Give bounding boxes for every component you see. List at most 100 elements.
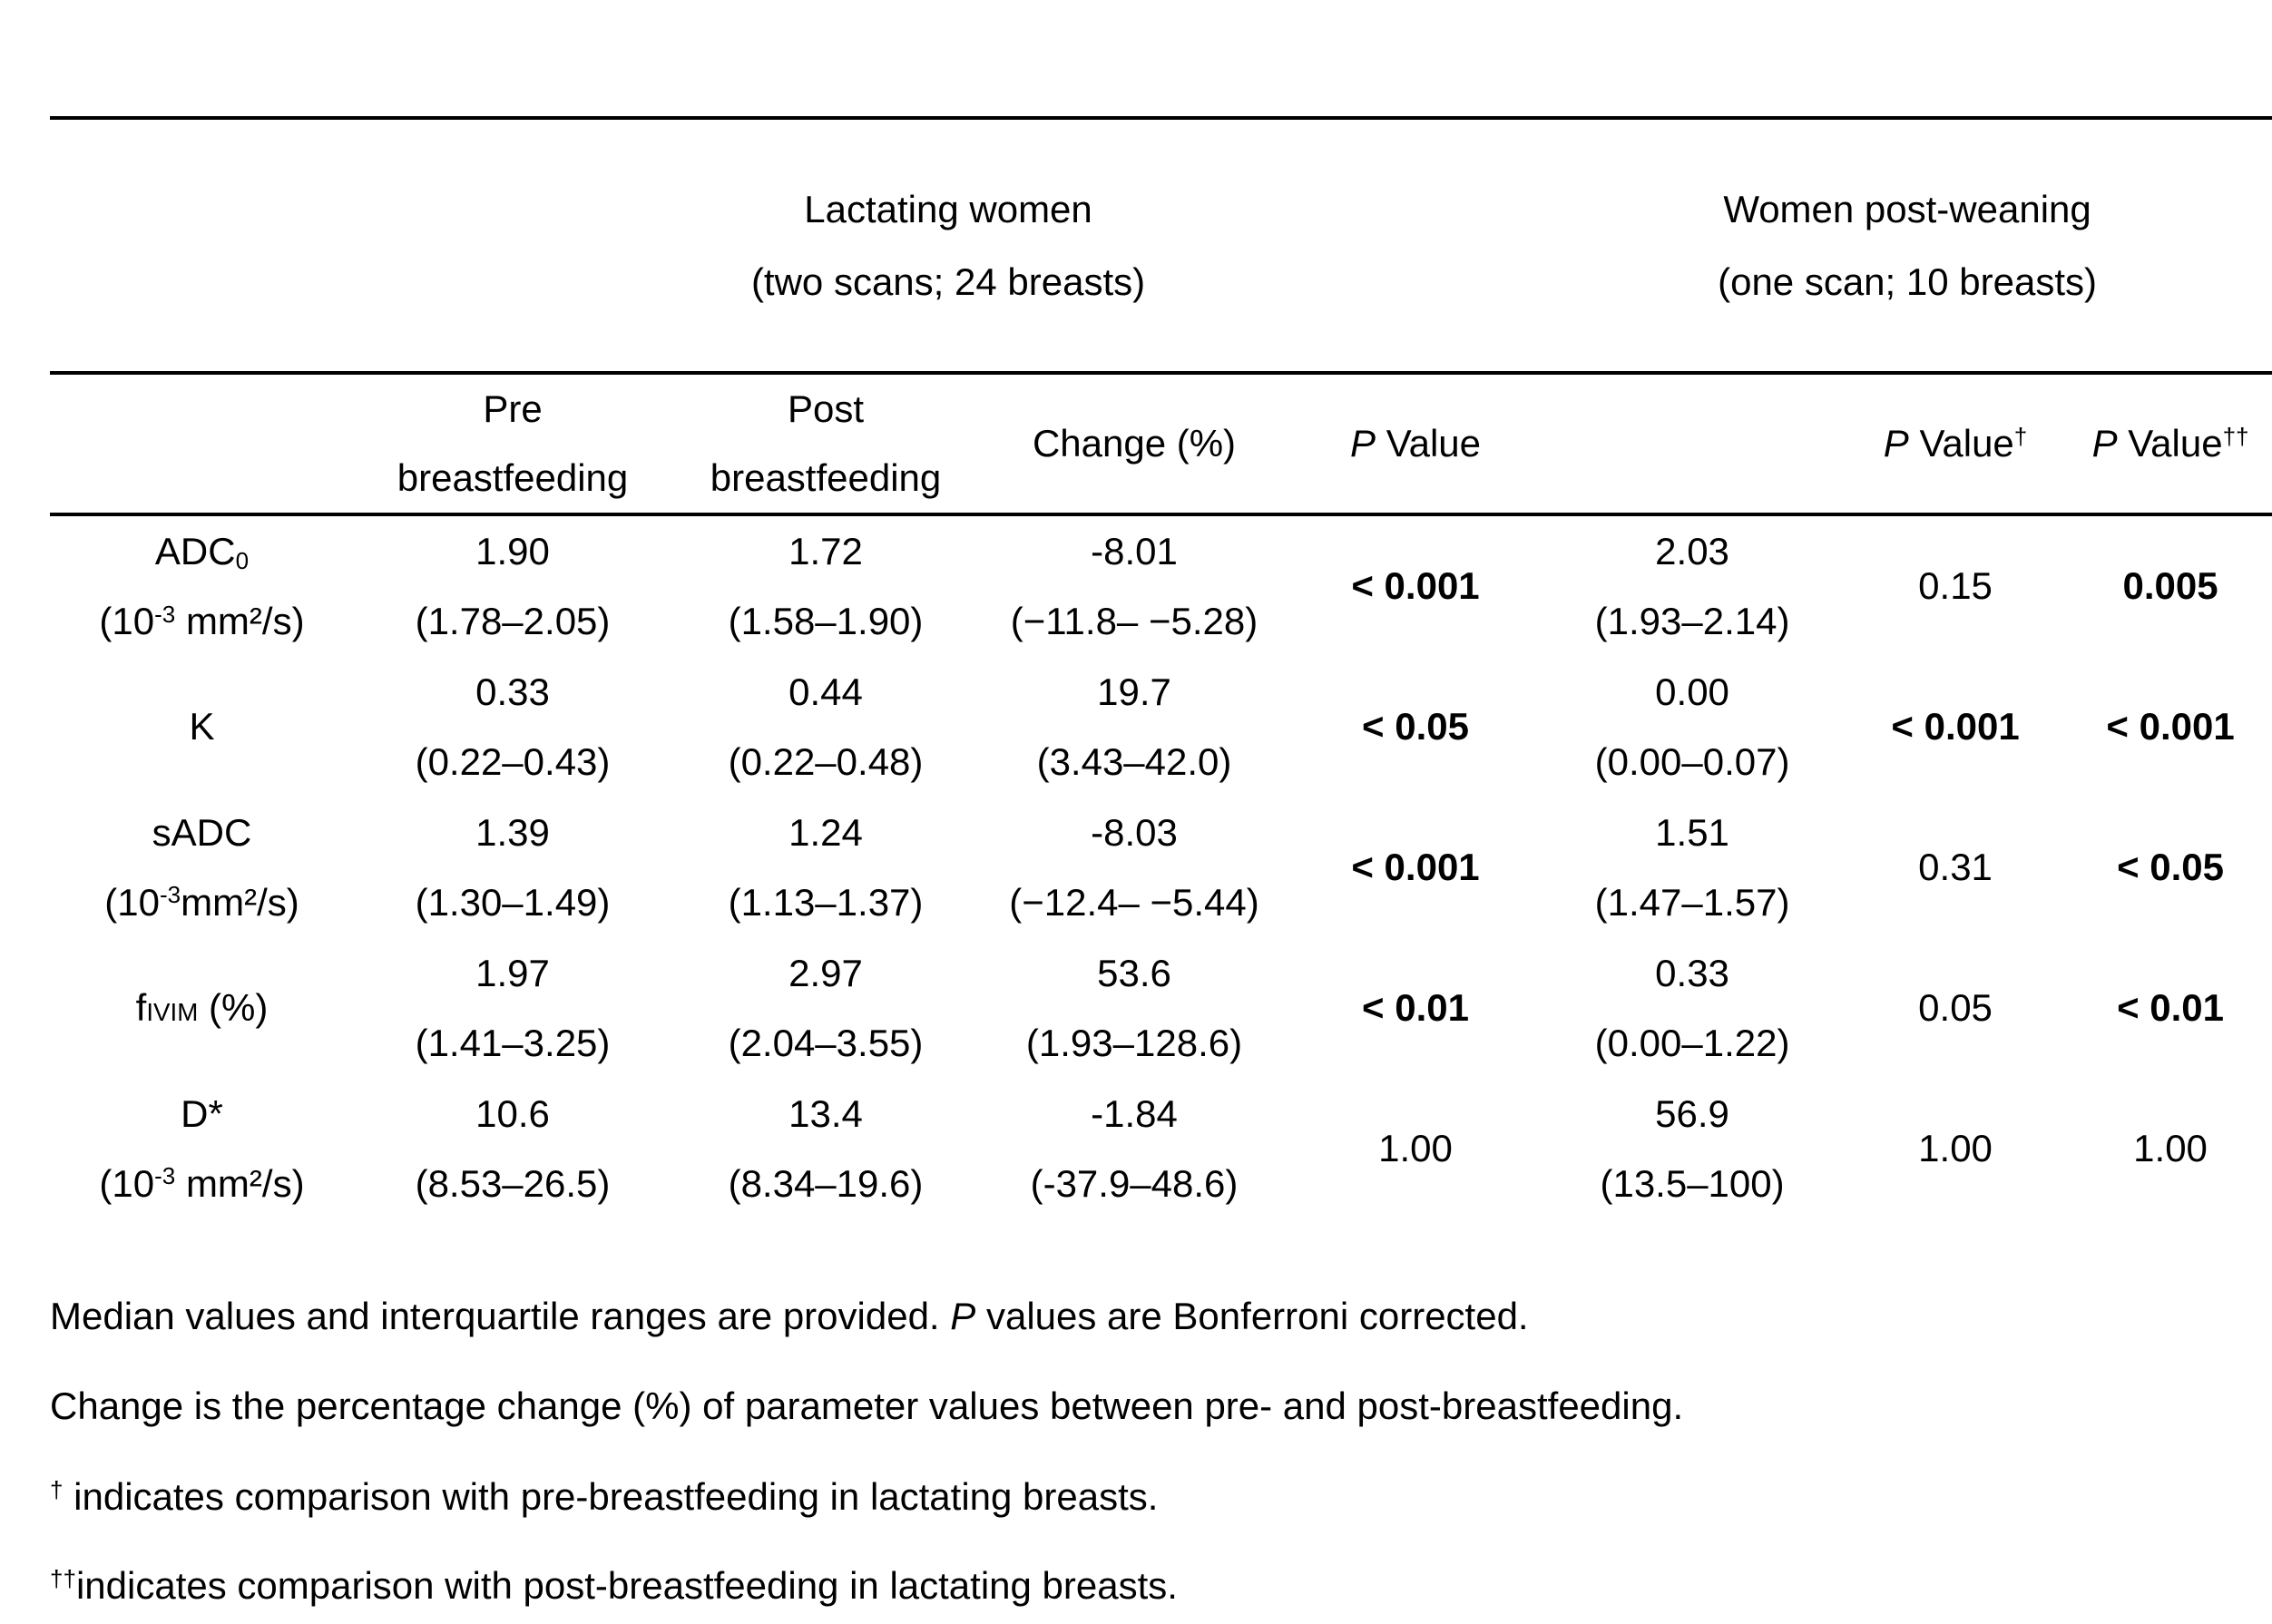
group-header-post-weaning-line1: Women post-weaning xyxy=(1723,187,2091,230)
median-value: -1.84 xyxy=(1091,1091,1178,1135)
p-value: < 0.001 xyxy=(1351,564,1480,607)
p-double-dagger-cell: < 0.01 xyxy=(2069,937,2272,1078)
median-value: 0.00 xyxy=(1655,670,1729,713)
p-value: 1.00 xyxy=(2133,1126,2208,1169)
param-label-cell: fIVIM (%) xyxy=(50,937,354,1078)
iqr-value: (1.41–3.25) xyxy=(415,1021,611,1064)
table-row-fivim: fIVIM (%) 1.97 (1.41–3.25) 2.97 (2.04–3.… xyxy=(50,937,2272,1078)
median-value: -8.01 xyxy=(1091,530,1178,572)
change-cell: 19.7 (3.43–42.0) xyxy=(980,656,1288,797)
median-value: 0.44 xyxy=(788,670,863,713)
empty-param-header-cell xyxy=(50,373,354,516)
p-dagger-cell: 0.05 xyxy=(1842,937,2069,1078)
iqr-value: (-37.9–48.6) xyxy=(1030,1161,1239,1205)
param-name: sADC xyxy=(152,810,252,854)
median-value: 10.6 xyxy=(475,1091,550,1135)
group-header-row: Lactating women (two scans; 24 breasts) … xyxy=(50,118,2272,375)
iqr-value: (1.30–1.49) xyxy=(415,880,611,924)
p-value: 0.31 xyxy=(1918,845,1993,888)
iqr-value: (0.00–0.07) xyxy=(1594,739,1790,783)
p-double-dagger-cell: < 0.05 xyxy=(2069,797,2272,937)
param-name: ADC0 xyxy=(154,530,250,575)
iqr-value: (1.78–2.05) xyxy=(415,600,611,642)
p-double-dagger-cell: 0.005 xyxy=(2069,514,2272,656)
iqr-value: (0.22–0.48) xyxy=(728,739,924,783)
p-value: < 0.01 xyxy=(1362,985,1469,1029)
p-value-cell: 1.00 xyxy=(1288,1078,1542,1218)
param-label-cell: ADC0 (10-3 mm²/s) xyxy=(50,514,354,656)
group-header-lactating-line1: Lactating women xyxy=(804,187,1092,230)
iqr-value: (1.58–1.90) xyxy=(728,600,924,642)
post-cell: 13.4 (8.34–19.6) xyxy=(671,1078,980,1218)
median-value: 53.6 xyxy=(1097,951,1171,994)
iqr-value: (1.13–1.37) xyxy=(728,880,924,924)
median-value: 0.33 xyxy=(475,670,550,713)
iqr-value: (1.47–1.57) xyxy=(1594,880,1790,924)
param-unit: (10-3 mm²/s) xyxy=(99,600,305,642)
p-value: 0.15 xyxy=(1918,564,1993,607)
iqr-value: (3.43–42.0) xyxy=(1036,739,1232,783)
column-header-post: Post breastfeeding xyxy=(671,373,980,516)
group-header-post-weaning: Women post-weaning (one scan; 10 breasts… xyxy=(1542,118,2272,375)
post-weaning-cell: 2.03 (1.93–2.14) xyxy=(1542,514,1842,656)
iqr-value: (0.22–0.43) xyxy=(415,739,611,783)
iqr-value: (−12.4– −5.44) xyxy=(1009,880,1259,924)
median-value: 56.9 xyxy=(1655,1091,1729,1135)
empty-post-weaning-header-cell xyxy=(1542,373,1843,516)
median-value: 0.33 xyxy=(1655,951,1729,994)
change-cell: 53.6 (1.93–128.6) xyxy=(980,937,1288,1078)
p-value: 1.00 xyxy=(1918,1126,1993,1169)
footnote-dagger: † indicates comparison with pre-breastfe… xyxy=(50,1475,1159,1518)
table-row-adc0: ADC0 (10-3 mm²/s) 1.90 (1.78–2.05) 1.72 … xyxy=(50,514,2272,656)
p-value: < 0.01 xyxy=(2117,985,2225,1029)
iqr-value: (−11.8– −5.28) xyxy=(1010,600,1258,642)
iqr-value: (8.53–26.5) xyxy=(415,1161,611,1205)
column-header-pre: Pre breastfeeding xyxy=(354,373,671,516)
group-header-lactating-line2: (two scans; 24 breasts) xyxy=(750,259,1146,303)
p-value-cell: < 0.01 xyxy=(1288,937,1542,1078)
p-value: < 0.05 xyxy=(2117,845,2225,888)
p-dagger-cell: 0.31 xyxy=(1842,797,2069,937)
median-value: 1.72 xyxy=(788,530,863,572)
iqr-value: (13.5–100) xyxy=(1600,1161,1785,1205)
pre-cell: 1.90 (1.78–2.05) xyxy=(354,514,671,656)
param-label-cell: D* (10-3 mm²/s) xyxy=(50,1078,354,1218)
iqr-value: (1.93–128.6) xyxy=(1025,1021,1243,1064)
p-value: 1.00 xyxy=(1378,1126,1453,1169)
p-dagger-cell: 0.15 xyxy=(1842,514,2069,656)
column-header-change: Change (%) xyxy=(980,373,1288,516)
dagger-icon: † xyxy=(50,1475,64,1503)
param-unit: (10-3 mm²/s) xyxy=(99,1161,305,1205)
param-name: fIVIM (%) xyxy=(135,985,269,1029)
post-weaning-cell: 56.9 (13.5–100) xyxy=(1542,1078,1842,1218)
iqr-value: (1.93–2.14) xyxy=(1594,600,1790,642)
post-weaning-cell: 0.00 (0.00–0.07) xyxy=(1542,656,1842,797)
p-value: 0.005 xyxy=(2122,564,2218,607)
param-name: D* xyxy=(181,1091,223,1135)
results-table: Lactating women (two scans; 24 breasts) … xyxy=(50,116,2272,1218)
change-cell: -1.84 (-37.9–48.6) xyxy=(980,1078,1288,1218)
column-header-p-value-double-dagger: P Value†† xyxy=(2069,373,2272,516)
p-double-dagger-cell: 1.00 xyxy=(2069,1078,2272,1218)
p-dagger-cell: < 0.001 xyxy=(1842,656,2069,797)
p-value-cell: < 0.05 xyxy=(1288,656,1542,797)
post-cell: 1.24 (1.13–1.37) xyxy=(671,797,980,937)
p-value: < 0.001 xyxy=(2106,704,2235,748)
pre-cell: 1.39 (1.30–1.49) xyxy=(354,797,671,937)
change-cell: -8.03 (−12.4– −5.44) xyxy=(980,797,1288,937)
column-header-p-value-dagger: P Value† xyxy=(1842,373,2070,516)
median-value: 2.03 xyxy=(1655,530,1729,572)
median-value: 2.97 xyxy=(788,951,863,994)
median-value: 1.39 xyxy=(475,810,550,854)
table-row-k: K 0.33 (0.22–0.43) 0.44 (0.22–0.48) 19.7… xyxy=(50,656,2272,797)
group-header-lactating: Lactating women (two scans; 24 breasts) xyxy=(354,118,1543,375)
p-value: 0.05 xyxy=(1918,985,1993,1029)
table-row-sadc: sADC (10-3mm²/s) 1.39 (1.30–1.49) 1.24 (… xyxy=(50,797,2272,937)
footnote-change-definition: Change is the percentage change (%) of p… xyxy=(50,1384,1684,1427)
param-unit: (10-3mm²/s) xyxy=(104,880,299,924)
pre-cell: 10.6 (8.53–26.5) xyxy=(354,1078,671,1218)
p-value: < 0.001 xyxy=(1351,845,1480,888)
column-header-p-value: P Value xyxy=(1288,373,1543,516)
iqr-value: (2.04–3.55) xyxy=(728,1021,924,1064)
